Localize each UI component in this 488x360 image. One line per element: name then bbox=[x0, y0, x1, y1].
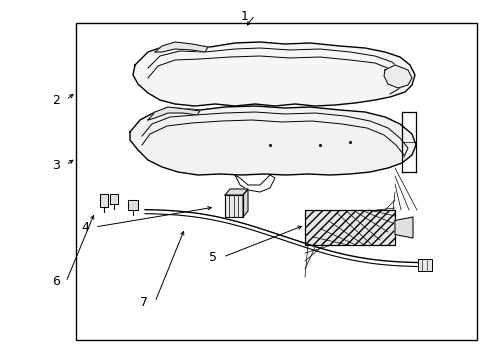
Polygon shape bbox=[155, 42, 207, 52]
Text: 3: 3 bbox=[52, 159, 60, 172]
Polygon shape bbox=[394, 217, 412, 238]
Text: 5: 5 bbox=[208, 251, 216, 264]
Polygon shape bbox=[130, 106, 415, 175]
Text: 7: 7 bbox=[140, 296, 148, 309]
Bar bbox=[417, 258, 431, 271]
Text: 4: 4 bbox=[81, 221, 89, 234]
Polygon shape bbox=[128, 200, 138, 210]
Polygon shape bbox=[100, 194, 108, 207]
Bar bbox=[76, 23, 476, 340]
Polygon shape bbox=[148, 107, 200, 120]
Polygon shape bbox=[383, 65, 411, 88]
Text: 2: 2 bbox=[52, 94, 60, 107]
Polygon shape bbox=[110, 194, 118, 204]
Text: 6: 6 bbox=[52, 275, 60, 288]
Bar bbox=[305, 210, 394, 245]
Polygon shape bbox=[224, 189, 247, 195]
Polygon shape bbox=[133, 42, 414, 106]
Bar bbox=[305, 210, 394, 245]
Text: 1: 1 bbox=[240, 10, 248, 23]
Polygon shape bbox=[243, 189, 247, 217]
Polygon shape bbox=[224, 195, 243, 217]
